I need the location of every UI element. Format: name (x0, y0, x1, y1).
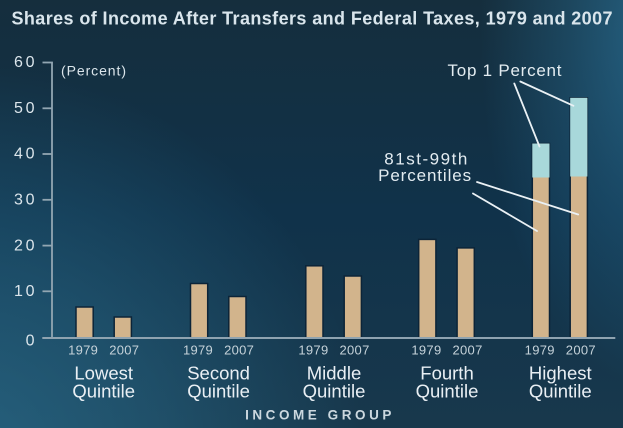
svg-text:Quintile: Quintile (303, 381, 366, 402)
svg-text:2007: 2007 (109, 343, 139, 358)
svg-text:Quintile: Quintile (416, 381, 479, 402)
svg-text:1979: 1979 (68, 343, 98, 358)
svg-text:2007: 2007 (566, 343, 596, 358)
svg-text:1979: 1979 (298, 343, 328, 358)
svg-text:Quintile: Quintile (187, 381, 250, 402)
svg-text:(Percent): (Percent) (61, 62, 126, 78)
svg-text:2007: 2007 (224, 343, 254, 358)
svg-text:INCOME GROUP: INCOME GROUP (245, 408, 395, 423)
svg-text:Shares of Income After Transfe: Shares of Income After Transfers and Fed… (12, 8, 613, 28)
svg-text:1979: 1979 (411, 343, 441, 358)
svg-text:0: 0 (26, 333, 35, 350)
svg-text:Lowest: Lowest (74, 363, 133, 384)
svg-text:Middle: Middle (307, 363, 362, 384)
svg-text:2007: 2007 (340, 343, 370, 358)
svg-text:Second: Second (187, 363, 250, 384)
svg-text:Fourth: Fourth (420, 363, 473, 384)
svg-text:Quintile: Quintile (529, 381, 592, 402)
svg-text:Percentiles: Percentiles (378, 166, 471, 185)
svg-text:Top 1 Percent: Top 1 Percent (448, 61, 562, 80)
svg-text:Highest: Highest (529, 363, 592, 384)
svg-text:2007: 2007 (453, 343, 483, 358)
svg-text:Quintile: Quintile (72, 381, 135, 402)
svg-text:1979: 1979 (183, 343, 213, 358)
svg-text:1979: 1979 (525, 343, 555, 358)
